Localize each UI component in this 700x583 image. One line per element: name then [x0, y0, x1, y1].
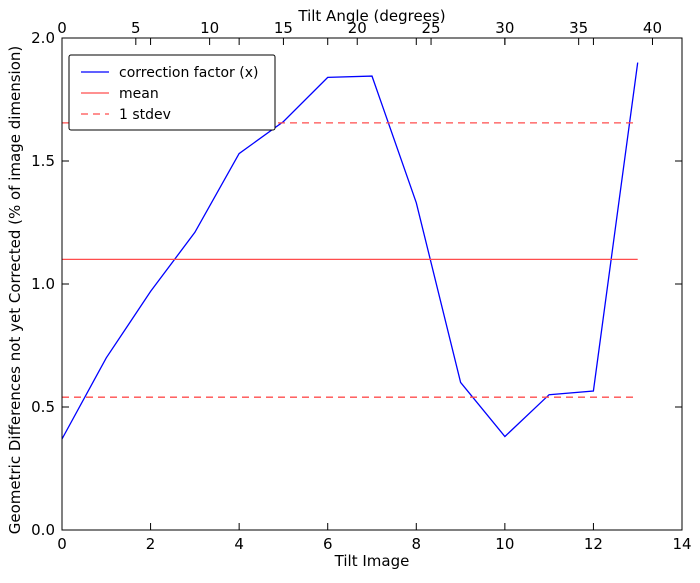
legend-label: 1 stdev [119, 107, 171, 123]
y-tick-label: 1.0 [31, 275, 55, 293]
top-tick-label: 10 [200, 19, 219, 37]
top-tick-label: 20 [348, 19, 367, 37]
top-tick-label: 15 [274, 19, 293, 37]
x-axis-title: Tilt Image [334, 552, 410, 570]
x-tick-label: 0 [57, 535, 67, 553]
top-tick-label: 0 [57, 19, 67, 37]
x-tick-label: 2 [146, 535, 156, 553]
x-tick-label: 4 [234, 535, 244, 553]
ticks-layer: 0 2 4 6 8 10 12 140.00.51.01.52.00 5 10 15 20 25 30 35… [31, 19, 691, 553]
y-axis-title: Geometric Differences not yet Corrected … [6, 46, 24, 535]
x-tick-label: 8 [412, 535, 422, 553]
series-layer [61, 62, 639, 440]
top-tick-label: 40 [643, 19, 662, 37]
legend: correction factor (x) mean 1 stdev [68, 54, 276, 131]
y-tick-label: 0.5 [31, 398, 55, 416]
series-line-0 [61, 62, 639, 440]
x-tick-label: 14 [672, 535, 691, 553]
legend-label: correction factor (x) [119, 65, 258, 81]
y-tick-label: 0.0 [31, 521, 55, 539]
top-tick-label: 30 [495, 19, 514, 37]
x-tick-label: 10 [495, 535, 514, 553]
x-tick-label: 12 [584, 535, 603, 553]
top-tick-label: 5 [131, 19, 141, 37]
top-tick-label: 35 [569, 19, 588, 37]
y-tick-label: 2.0 [31, 29, 55, 47]
x-tick-label: 6 [323, 535, 333, 553]
y-tick-label: 1.5 [31, 152, 55, 170]
top-axis-title: Tilt Angle (degrees) [297, 7, 445, 25]
legend-label: mean [119, 86, 159, 102]
legend-box [68, 54, 276, 131]
top-tick-label: 25 [422, 19, 441, 37]
